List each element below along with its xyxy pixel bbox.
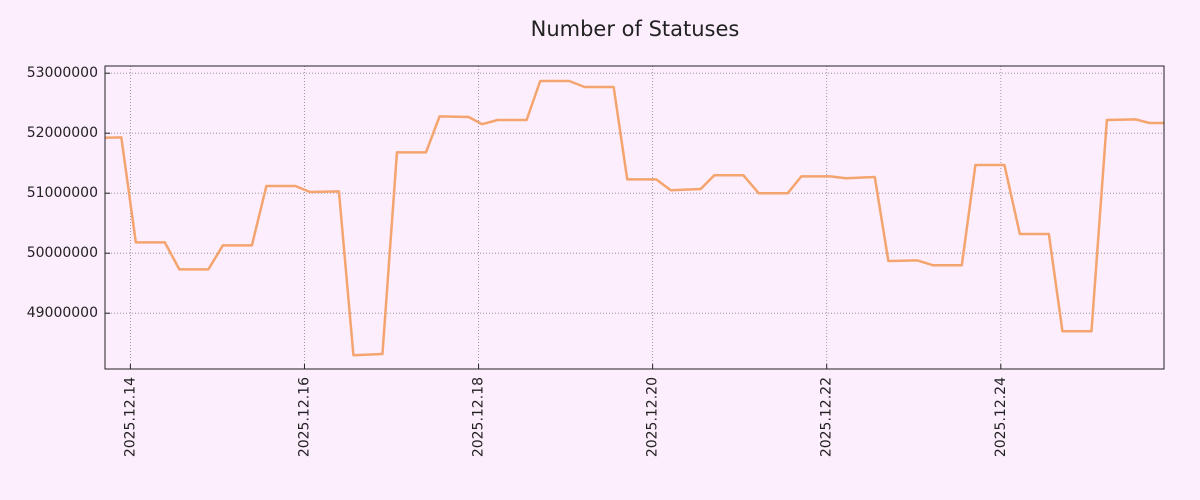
y-tick-label: 49000000 bbox=[27, 305, 98, 321]
x-tick-label: 2025.12.18 bbox=[471, 377, 487, 457]
plot-area bbox=[105, 79, 1164, 357]
grid bbox=[105, 66, 1164, 369]
axis-labels: 49000000 50000000 51000000 52000000 53000000… bbox=[27, 65, 1009, 457]
data-line bbox=[105, 79, 1164, 357]
y-tick-label: 52000000 bbox=[27, 125, 98, 141]
x-tick-label: 2025.12.14 bbox=[122, 377, 138, 457]
y-tick-label: 51000000 bbox=[27, 185, 98, 201]
x-tick-label: 2025.12.22 bbox=[819, 377, 835, 457]
x-tick-label: 2025.12.20 bbox=[645, 377, 661, 457]
plot-frame bbox=[104, 65, 1165, 370]
chart-title: Number of Statuses bbox=[531, 17, 740, 41]
x-tick-label: 2025.12.16 bbox=[296, 377, 312, 457]
y-tick-label: 53000000 bbox=[27, 65, 98, 81]
y-tick-label: 50000000 bbox=[27, 245, 98, 261]
x-tick-label: 2025.12.24 bbox=[993, 377, 1009, 457]
